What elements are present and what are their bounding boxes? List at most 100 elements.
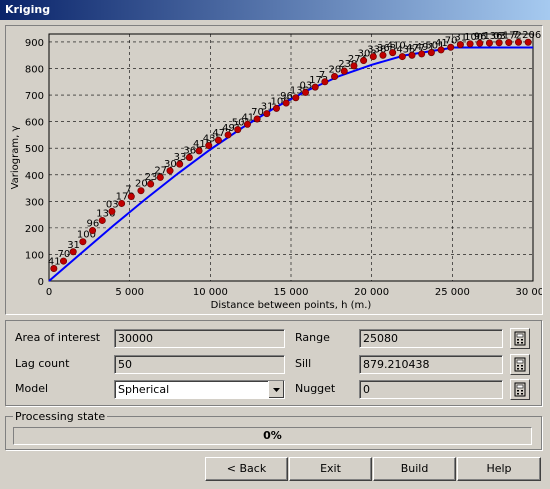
data-point	[467, 41, 473, 47]
calculator-icon	[511, 329, 529, 348]
data-point	[80, 238, 86, 244]
range-input[interactable]: 25080	[359, 329, 503, 348]
y-tick-label: 400	[25, 171, 44, 182]
y-tick-label: 100	[25, 250, 44, 261]
data-point	[235, 126, 241, 132]
x-axis-label: Distance between points, h (m.)	[211, 300, 372, 311]
data-point	[206, 142, 212, 148]
data-point	[360, 57, 366, 63]
sill-label: Sill	[295, 357, 311, 370]
y-axis-label: Variogram, γ	[10, 126, 21, 190]
x-tick-label: 10 000	[193, 287, 228, 298]
data-point	[409, 52, 415, 58]
x-tick-label: 0	[46, 287, 52, 298]
exit-button[interactable]: Exit	[289, 457, 372, 481]
data-point	[312, 84, 318, 90]
x-tick-label: 5 000	[115, 287, 144, 298]
data-point	[399, 53, 405, 59]
data-point	[273, 105, 279, 111]
help-button[interactable]: Help	[457, 457, 541, 481]
progress-text: 0%	[263, 429, 282, 442]
chart-panel: 0 5 000 10 000 15 000 20 000 25 000 30 000 900 8…	[5, 25, 543, 315]
data-point	[331, 73, 337, 79]
x-tick-label: 15 000	[274, 287, 309, 298]
y-tick-label: 600	[25, 118, 44, 129]
data-point	[196, 148, 202, 154]
model-select[interactable]: Spherical	[114, 380, 285, 399]
data-point	[351, 63, 357, 69]
data-point	[70, 249, 76, 255]
data-point	[128, 193, 134, 199]
calculator-icon	[511, 380, 529, 399]
x-tick-label: 30 000	[516, 287, 543, 298]
data-point	[293, 95, 299, 101]
data-point	[486, 40, 492, 46]
range-label: Range	[295, 331, 330, 344]
data-point	[99, 217, 105, 223]
model-label: Model	[15, 382, 48, 395]
data-point	[496, 40, 502, 46]
data-point	[428, 49, 434, 55]
data-point	[283, 100, 289, 106]
nugget-calc-button[interactable]	[510, 379, 530, 400]
window-title: Kriging	[5, 3, 50, 16]
data-point	[167, 168, 173, 174]
data-point	[380, 52, 386, 58]
y-tick-label: 300	[25, 197, 44, 208]
processing-label: Processing state	[13, 410, 107, 423]
sill-input[interactable]: 879.210438	[359, 355, 503, 374]
data-point	[118, 200, 124, 206]
title-bar: Kriging	[0, 0, 550, 20]
data-point	[515, 39, 521, 45]
point-label: 206	[522, 30, 541, 41]
area-label: Area of interest	[15, 331, 100, 344]
variogram-chart: 0 5 000 10 000 15 000 20 000 25 000 30 000 900 8…	[6, 26, 542, 314]
data-point	[157, 174, 163, 180]
y-tick-label: 0	[38, 277, 44, 288]
data-point	[109, 208, 115, 214]
x-tick-label: 25 000	[435, 287, 470, 298]
lag-label: Lag count	[15, 357, 69, 370]
y-tick-label: 800	[25, 65, 44, 76]
data-point	[244, 121, 250, 127]
data-point	[302, 89, 308, 95]
y-tick-label: 900	[25, 38, 44, 49]
data-point	[215, 137, 221, 143]
data-point	[254, 116, 260, 122]
data-point	[322, 79, 328, 85]
progress-bar: 0%	[13, 427, 532, 445]
data-point	[457, 41, 463, 47]
data-point	[138, 187, 144, 193]
data-point	[264, 110, 270, 116]
back-button[interactable]: < Back	[205, 457, 288, 481]
data-point	[341, 68, 347, 74]
data-point	[418, 51, 424, 57]
data-point	[51, 265, 57, 271]
data-point	[389, 49, 395, 55]
dropdown-button[interactable]	[268, 381, 284, 398]
nugget-label: Nugget	[295, 382, 335, 395]
data-point	[525, 39, 531, 45]
data-point	[89, 227, 95, 233]
data-point	[147, 181, 153, 187]
data-point	[186, 154, 192, 160]
y-tick-label: 700	[25, 91, 44, 102]
nugget-input[interactable]: 0	[359, 380, 503, 399]
lag-input[interactable]: 50	[114, 355, 285, 374]
data-point	[438, 47, 444, 53]
range-calc-button[interactable]	[510, 328, 530, 349]
data-point	[448, 44, 454, 50]
chevron-down-icon	[269, 381, 284, 398]
data-point	[225, 132, 231, 138]
sill-calc-button[interactable]	[510, 354, 530, 375]
x-tick-label: 20 000	[354, 287, 389, 298]
data-point	[176, 161, 182, 167]
area-input[interactable]: 30000	[114, 329, 285, 348]
y-tick-label: 500	[25, 144, 44, 155]
y-tick-label: 200	[25, 224, 44, 235]
data-point	[60, 258, 66, 264]
data-point	[370, 53, 376, 59]
data-point	[506, 39, 512, 45]
calculator-icon	[511, 355, 529, 374]
build-button[interactable]: Build	[373, 457, 456, 481]
